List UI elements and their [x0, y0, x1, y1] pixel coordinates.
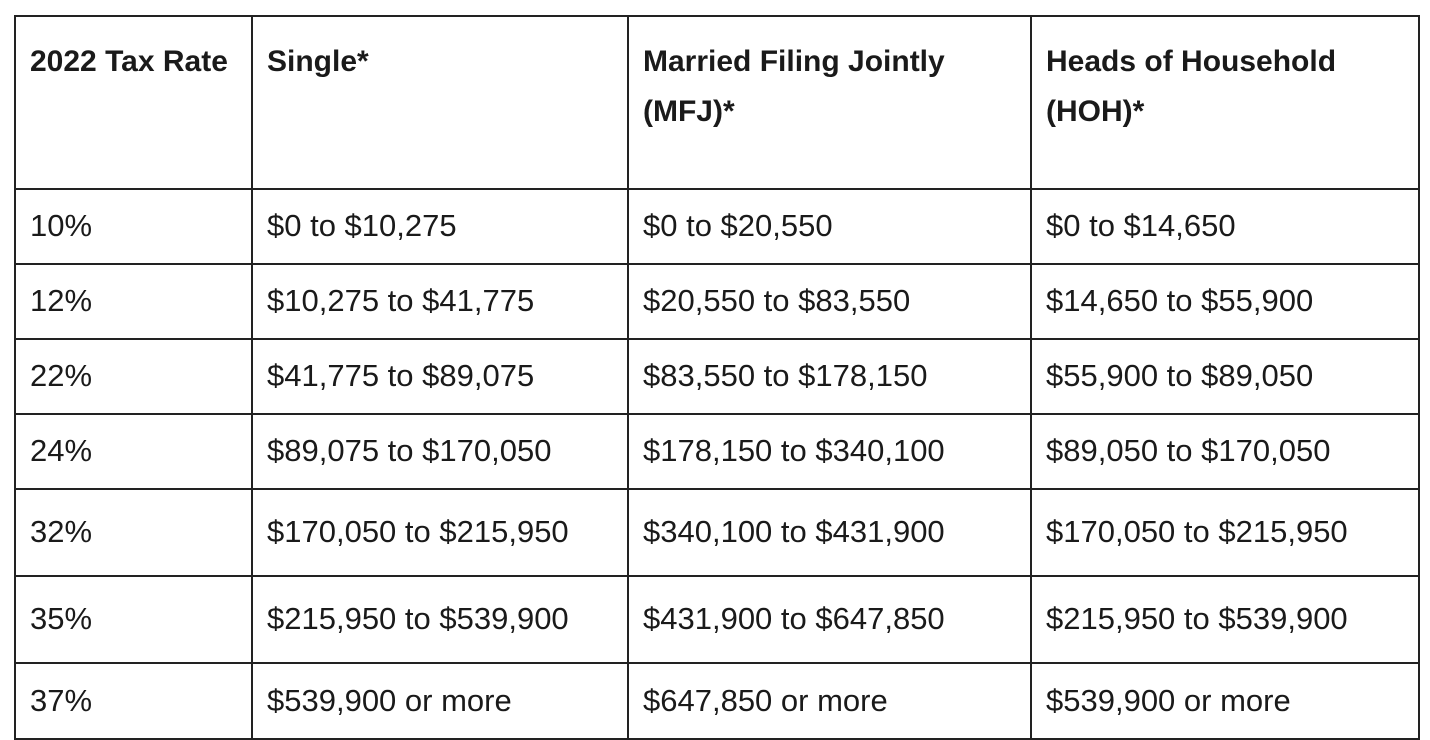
mfj-cell: $340,100 to $431,900 [627, 488, 1032, 577]
rate-cell: 35% [14, 575, 253, 664]
header-row: 2022 Tax Rate Single* Married Filing Joi… [14, 15, 1420, 190]
single-cell: $89,075 to $170,050 [251, 413, 629, 490]
hoh-cell: $539,900 or more [1030, 662, 1420, 740]
table-row: 10% $0 to $10,275 $0 to $20,550 $0 to $1… [14, 188, 1420, 265]
mfj-cell: $0 to $20,550 [627, 188, 1032, 265]
mfj-cell: $20,550 to $83,550 [627, 263, 1032, 340]
single-cell: $0 to $10,275 [251, 188, 629, 265]
table-row: 32% $170,050 to $215,950 $340,100 to $43… [14, 488, 1420, 577]
header-tax-rate: 2022 Tax Rate [14, 15, 253, 190]
rate-cell: 32% [14, 488, 253, 577]
hoh-cell: $215,950 to $539,900 [1030, 575, 1420, 664]
rate-cell: 10% [14, 188, 253, 265]
rate-cell: 12% [14, 263, 253, 340]
rate-cell: 22% [14, 338, 253, 415]
header-single: Single* [251, 15, 629, 190]
hoh-cell: $170,050 to $215,950 [1030, 488, 1420, 577]
single-cell: $10,275 to $41,775 [251, 263, 629, 340]
mfj-cell: $83,550 to $178,150 [627, 338, 1032, 415]
tax-bracket-table: 2022 Tax Rate Single* Married Filing Joi… [14, 15, 1420, 740]
single-cell: $170,050 to $215,950 [251, 488, 629, 577]
rate-cell: 24% [14, 413, 253, 490]
table-row: 35% $215,950 to $539,900 $431,900 to $64… [14, 575, 1420, 664]
mfj-cell: $178,150 to $340,100 [627, 413, 1032, 490]
header-married-filing-jointly: Married Filing Jointly (MFJ)* [627, 15, 1032, 190]
mfj-cell: $647,850 or more [627, 662, 1032, 740]
single-cell: $539,900 or more [251, 662, 629, 740]
hoh-cell: $55,900 to $89,050 [1030, 338, 1420, 415]
mfj-cell: $431,900 to $647,850 [627, 575, 1032, 664]
table-row: 22% $41,775 to $89,075 $83,550 to $178,1… [14, 338, 1420, 415]
hoh-cell: $0 to $14,650 [1030, 188, 1420, 265]
single-cell: $41,775 to $89,075 [251, 338, 629, 415]
hoh-cell: $89,050 to $170,050 [1030, 413, 1420, 490]
hoh-cell: $14,650 to $55,900 [1030, 263, 1420, 340]
single-cell: $215,950 to $539,900 [251, 575, 629, 664]
table-row: 24% $89,075 to $170,050 $178,150 to $340… [14, 413, 1420, 490]
rate-cell: 37% [14, 662, 253, 740]
table-row: 37% $539,900 or more $647,850 or more $5… [14, 662, 1420, 740]
table-row: 12% $10,275 to $41,775 $20,550 to $83,55… [14, 263, 1420, 340]
header-heads-of-household: Heads of Household (HOH)* [1030, 15, 1420, 190]
